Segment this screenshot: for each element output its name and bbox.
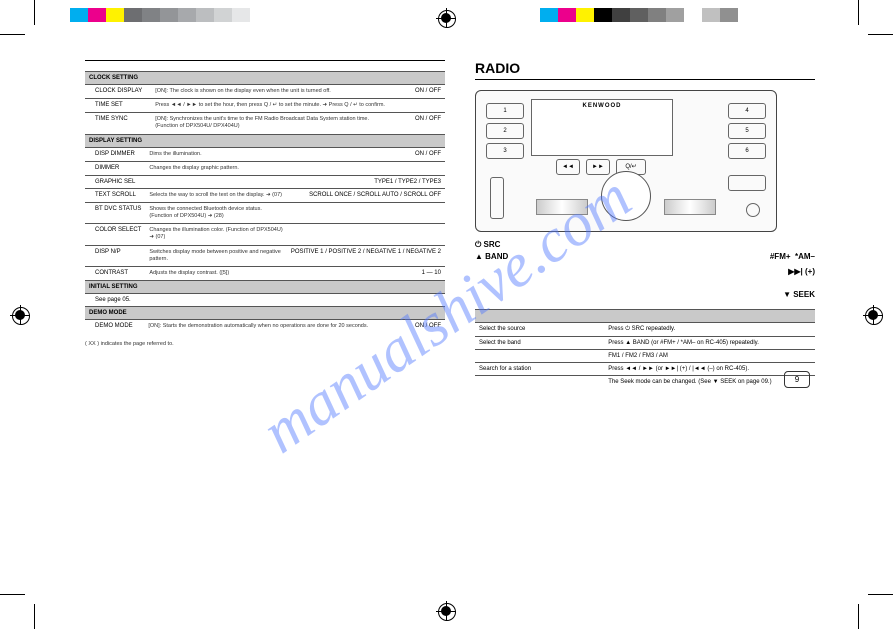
setting-label: BT DVC STATUS [85, 202, 145, 223]
clock-setting-table: CLOCK SETTING CLOCK DISPLAY[ON]: The clo… [85, 71, 445, 134]
setting-desc: Changes the display graphic pattern. [145, 161, 286, 175]
setting-desc: Selects the way to scroll the text on th… [145, 188, 286, 202]
instr-detail: Press ⏻ SRC repeatedly. [604, 323, 815, 337]
src-label: ⏻ SRC [475, 240, 500, 250]
section-header: INITIAL SETTING [85, 280, 445, 293]
setting-label: TIME SET [85, 99, 151, 113]
volume-knob [601, 171, 651, 221]
instr-detail: Press ▲ BAND (or #FM+ / *AM– on RC-405) … [604, 337, 815, 350]
setting-desc: Adjusts the display contrast. ([5]) [145, 266, 286, 280]
setting-label: DISP DIMMER [85, 147, 145, 161]
setting-value: ON / OFF [287, 147, 445, 161]
footnote: ( XX ) indicates the page referred to. [85, 341, 445, 348]
setting-desc: Shows the connected Bluetooth device sta… [145, 202, 286, 223]
setting-desc: Press ◄◄ / ►► to set the hour, then pres… [151, 99, 408, 113]
setting-desc: Switches display mode between positive a… [145, 245, 286, 266]
setting-desc: [ON]: Starts the demonstration automatic… [144, 319, 406, 333]
setting-value: 1 — 10 [287, 266, 445, 280]
eject-button [490, 177, 504, 219]
registration-mark [436, 601, 456, 621]
preset-button: 4 [728, 103, 766, 119]
setting-value [408, 99, 445, 113]
am-label: *AM– [795, 252, 815, 261]
demo-mode-table: DEMO MODE DEMO MODE[ON]: Starts the demo… [85, 306, 445, 333]
setting-value: POSITIVE 1 / POSITIVE 2 / NEGATIVE 1 / N… [287, 245, 445, 266]
color-bar [540, 8, 738, 22]
setting-value [287, 161, 445, 175]
setting-value [287, 224, 445, 245]
setting-value: ON / OFF [408, 113, 445, 134]
setting-label: DISP N/P [85, 245, 145, 266]
setting-value [287, 202, 445, 223]
setting-label: CONTRAST [85, 266, 145, 280]
setting-desc: [ON]: The clock is shown on the display … [151, 85, 408, 99]
ff-label: ▶▶| (+) [475, 267, 815, 276]
setting-label: TIME SYNC [85, 113, 151, 134]
preset-button: 3 [486, 143, 524, 159]
setting-desc: [ON]: Synchronizes the unit's time to th… [151, 113, 408, 134]
setting-label: DIMMER [85, 161, 145, 175]
setting-value: ON / OFF [408, 85, 445, 99]
instr-action: Select the band [475, 337, 604, 350]
initial-setting-table: INITIAL SETTING See page 05. [85, 280, 445, 306]
preset-button: 6 [728, 143, 766, 159]
setting-desc: Dims the illumination. [145, 147, 286, 161]
setting-value: SCROLL ONCE / SCROLL AUTO / SCROLL OFF [287, 188, 445, 202]
preset-button: 1 [486, 103, 524, 119]
seek-label: ▼ SEEK [475, 290, 815, 299]
preset-button: 2 [486, 123, 524, 139]
crop-mark [0, 594, 25, 595]
instr-action: Select the source [475, 323, 604, 337]
crop-mark [858, 0, 859, 25]
color-bar [70, 8, 268, 22]
setting-label: See page 05. [85, 293, 357, 306]
section-header: DEMO MODE [85, 306, 445, 319]
crop-mark [858, 604, 859, 629]
section-header: CLOCK SETTING [85, 72, 445, 85]
brand-label: KENWOOD [532, 103, 672, 109]
crop-mark [0, 34, 25, 35]
setting-label: COLOR SELECT [85, 224, 145, 245]
instructions-table: Select the sourcePress ⏻ SRC repeatedly.… [475, 309, 815, 388]
radio-column: RADIO 123 456 KENWOOD ◄◄ ►► Q/↵ ⏻ SRC ▲ … [475, 60, 815, 388]
page-number: 9 [784, 371, 810, 388]
section-header: DISPLAY SETTING [85, 134, 445, 147]
instr-detail: FM1 / FM2 / FM3 / AM [604, 350, 815, 363]
display-setting-table: DISPLAY SETTING DISP DIMMERDims the illu… [85, 134, 445, 280]
setting-label: GRAPHIC SEL [85, 175, 145, 188]
crop-mark [868, 594, 893, 595]
fm-label: #FM+ [770, 252, 791, 261]
settings-column: CLOCK SETTING CLOCK DISPLAY[ON]: The clo… [85, 60, 445, 348]
prev-button: ◄◄ [556, 159, 580, 175]
setting-label: CLOCK DISPLAY [85, 85, 151, 99]
setting-value [401, 293, 445, 306]
registration-mark [10, 305, 30, 325]
setting-label: TEXT SCROLL [85, 188, 145, 202]
decor-strip [664, 199, 716, 215]
setting-label: DEMO MODE [85, 319, 144, 333]
crop-mark [868, 34, 893, 35]
aux-port [746, 203, 760, 217]
crop-mark [34, 0, 35, 25]
setting-desc [357, 293, 401, 306]
next-button: ►► [586, 159, 610, 175]
radio-illustration: 123 456 KENWOOD ◄◄ ►► Q/↵ [475, 90, 777, 232]
instr-action [475, 350, 604, 363]
usb-port [728, 175, 766, 191]
preset-button: 5 [728, 123, 766, 139]
section-title: RADIO [475, 60, 815, 80]
decor-strip [536, 199, 588, 215]
registration-mark [436, 8, 456, 28]
setting-value: ON / OFF [406, 319, 445, 333]
setting-value: TYPE1 / TYPE2 / TYPE3 [287, 175, 445, 188]
band-label: ▲ BAND [475, 252, 508, 261]
radio-screen: KENWOOD [531, 99, 673, 156]
crop-mark [34, 604, 35, 629]
instr-action [475, 376, 604, 389]
setting-desc [145, 175, 286, 188]
registration-mark [863, 305, 883, 325]
instr-action: Search for a station [475, 363, 604, 376]
setting-desc: Changes the illumination color. (Functio… [145, 224, 286, 245]
